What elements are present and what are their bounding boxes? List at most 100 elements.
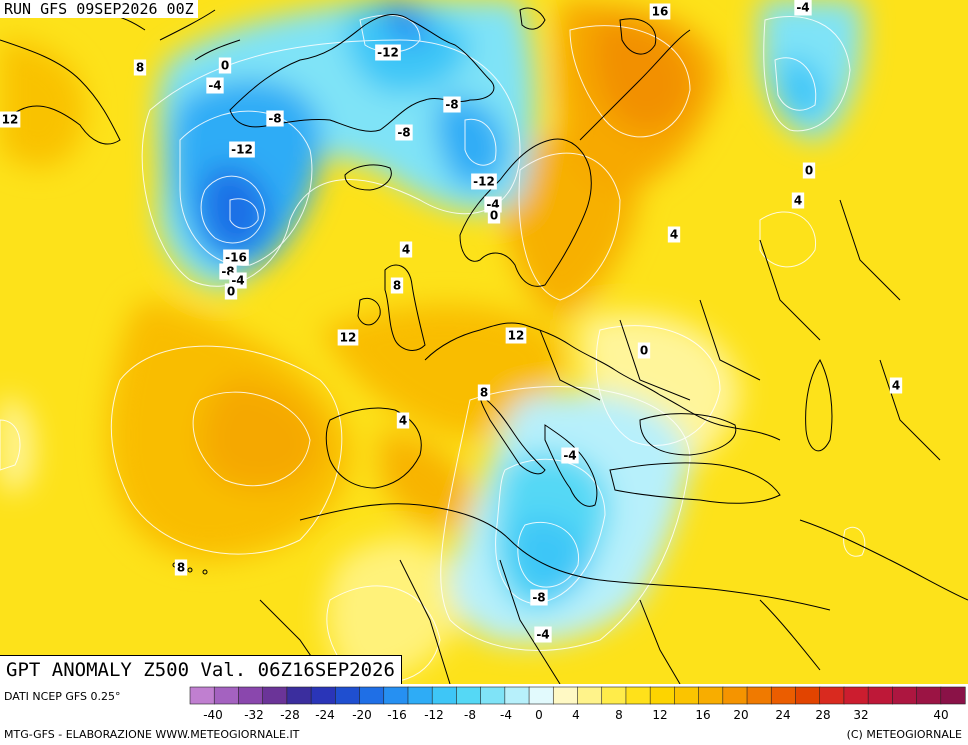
colorbar-swatch (892, 686, 918, 705)
contour-label: 0 (224, 283, 238, 300)
svg-text:-8: -8 (397, 126, 410, 140)
colorbar-swatch (213, 686, 240, 705)
colorbar-swatch (940, 686, 966, 705)
svg-text:12: 12 (508, 329, 525, 343)
contour-label: 4 (791, 192, 805, 209)
svg-text:8: 8 (136, 61, 144, 75)
colorbar-swatch (795, 686, 821, 705)
svg-text:0: 0 (805, 164, 813, 178)
colorbar-tick-label: -8 (464, 708, 476, 722)
colorbar-swatch (189, 686, 215, 705)
colorbar-tick-label: 20 (733, 708, 748, 722)
colorbar-swatch (456, 686, 482, 705)
colorbar-swatch (552, 686, 579, 705)
svg-text:-4: -4 (563, 449, 576, 463)
contour-label: 0 (218, 57, 232, 74)
svg-text:0: 0 (490, 209, 498, 223)
svg-text:-12: -12 (231, 143, 253, 157)
contour-label: -16 (223, 249, 249, 266)
colorbar-swatch (698, 686, 724, 705)
colorbar-tick-label: -16 (387, 708, 407, 722)
svg-text:12: 12 (340, 331, 357, 345)
svg-text:4: 4 (402, 243, 410, 257)
contour-label: -12 (471, 173, 497, 190)
run-title: RUN GFS 09SEP2026 00Z (0, 0, 198, 18)
colorbar-swatch (577, 686, 603, 705)
contour-label: 0 (637, 342, 651, 359)
contour-label: 4 (396, 412, 410, 429)
colorbar-swatch (286, 686, 312, 705)
contour-label: 16 (649, 3, 671, 20)
svg-text:16: 16 (652, 5, 669, 19)
svg-text:0: 0 (221, 59, 229, 73)
colorbar-tick-label: -24 (315, 708, 335, 722)
svg-text:8: 8 (480, 386, 488, 400)
colorbar-swatch (674, 686, 700, 705)
contour-label: -8 (443, 96, 461, 113)
colorbar-tick-label: -4 (500, 708, 512, 722)
colorbar-swatch (262, 686, 288, 705)
svg-text:8: 8 (393, 279, 401, 293)
colorbar-swatch (310, 686, 336, 705)
colorbar-swatch (649, 686, 675, 705)
colorbar-tick-label: -40 (203, 708, 223, 722)
colorbar-swatch (819, 686, 845, 705)
contour-label: -8 (266, 110, 284, 127)
colorbar-tick-label: -12 (424, 708, 444, 722)
contour-label: -4 (534, 626, 552, 643)
colorbar-swatch (238, 686, 264, 705)
colorbar-swatch (383, 686, 409, 705)
svg-text:-8: -8 (532, 591, 545, 605)
colorbar-swatch (843, 686, 869, 705)
credit-left: MTG-GFS - ELABORAZIONE WWW.METEOGIORNALE… (4, 728, 300, 741)
colorbar-swatch (746, 686, 772, 705)
contour-label: 12 (505, 327, 527, 344)
colorbar-tick-label: 0 (535, 708, 543, 722)
colorbar-tick-label: -20 (352, 708, 372, 722)
colorbar-swatch (431, 686, 458, 705)
contour-label: -4 (561, 447, 579, 464)
colorbar-tick-label: 4 (572, 708, 580, 722)
colorbar-tick-label: 8 (615, 708, 623, 722)
contour-label: 8 (174, 559, 188, 576)
colorbar-swatch (722, 686, 748, 705)
colorbar-tick-label: -28 (280, 708, 300, 722)
colorbar-tick-label: 28 (815, 708, 830, 722)
colorbar-tick-label: 40 (933, 708, 948, 722)
colorbar-swatch (867, 686, 893, 705)
svg-text:-4: -4 (208, 79, 221, 93)
colorbar-swatch (407, 686, 433, 705)
svg-text:0: 0 (640, 344, 648, 358)
contour-label: -8 (395, 124, 413, 141)
colorbar: -40 -32 -28 -24 -20 -16 -12 -8 -4 0 4 8 12 16 20 24 28 32… (189, 686, 966, 722)
colorbar-swatch (480, 686, 506, 705)
contour-label: -4 (794, 0, 812, 16)
colorbar-tick-label: 16 (695, 708, 710, 722)
colorbar-tick-label: 24 (775, 708, 790, 722)
contour-label: 8 (133, 59, 147, 76)
svg-text:4: 4 (670, 228, 678, 242)
svg-text:4: 4 (794, 194, 802, 208)
contour-label: -12 (375, 44, 401, 61)
contour-label: 12 (0, 111, 21, 128)
credit-right: (C) METEOGIORNALE (846, 728, 962, 741)
svg-text:-12: -12 (473, 175, 495, 189)
map-title: GPT ANOMALY Z500 Val. 06Z16SEP2026 (0, 655, 402, 684)
colorbar-swatch (504, 686, 530, 705)
contour-label: 4 (889, 377, 903, 394)
svg-text:-8: -8 (268, 112, 281, 126)
colorbar-tick-label: -32 (244, 708, 264, 722)
contour-label: 8 (477, 384, 491, 401)
colorbar-swatch (770, 686, 797, 705)
colorbar-tick-label: 32 (853, 708, 868, 722)
colorbar-swatch (335, 686, 361, 705)
svg-text:-4: -4 (796, 1, 809, 15)
colorbar-swatch (528, 686, 554, 705)
svg-text:-12: -12 (377, 46, 399, 60)
svg-text:-8: -8 (445, 98, 458, 112)
contour-label: -12 (229, 141, 255, 158)
contour-label: 12 (337, 329, 359, 346)
colorbar-swatch (359, 686, 385, 705)
footer: DATI NCEP GFS 0.25° -40 -32 -28 -24 -20 -16 -1… (0, 684, 968, 745)
